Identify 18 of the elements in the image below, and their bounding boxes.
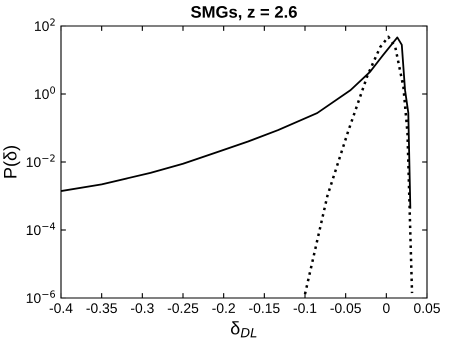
x-tick-label: -0.1	[294, 303, 316, 314]
x-tick-label: 0	[383, 303, 390, 314]
x-tick-label: -0.4	[50, 303, 73, 314]
y-tick-label: 10$^{−2}$	[26, 154, 55, 168]
x-tick-label: -0.05	[330, 303, 361, 314]
x-axis-title: δ$_{DL}$	[230, 321, 256, 338]
y-axis-title: P(δ)	[3, 146, 20, 178]
x-tick-label: -0.15	[249, 303, 280, 314]
x-tick-label: -0.35	[86, 303, 117, 314]
x-tick-label: -0.3	[130, 303, 154, 314]
x-tick-label: -0.2	[212, 303, 235, 314]
x-tick-label: 0.05	[414, 303, 440, 314]
y-tick-label: 10$^{0}$	[34, 86, 56, 100]
y-tick-label: 10$^{−6}$	[26, 290, 56, 304]
x-tick-label: -0.25	[168, 303, 198, 314]
chart-title: SMGs, z = 2.6	[190, 6, 297, 20]
y-tick-label: 10$^{2}$	[34, 18, 55, 32]
y-tick-label: 10$^{−4}$	[26, 222, 56, 236]
